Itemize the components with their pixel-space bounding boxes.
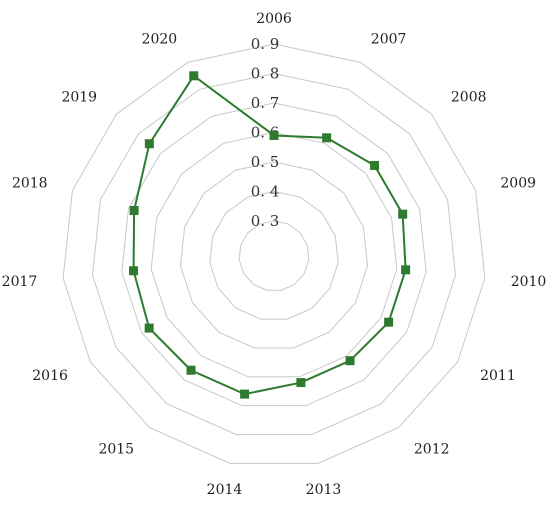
category-label: 2007 — [371, 32, 407, 48]
data-point — [240, 389, 250, 399]
category-label: 2014 — [207, 482, 243, 498]
data-point — [144, 139, 154, 149]
grid-ring-6 — [62, 43, 486, 464]
category-label: 2008 — [451, 90, 487, 106]
category-label: 2017 — [2, 274, 38, 290]
series-layer — [129, 71, 411, 399]
category-label: 2012 — [414, 442, 450, 458]
category-label: 2013 — [306, 482, 342, 498]
category-label: 2009 — [500, 176, 536, 192]
category-label: 2020 — [142, 32, 178, 48]
category-label: 2015 — [98, 442, 134, 458]
data-point — [189, 71, 199, 81]
data-point — [398, 209, 408, 219]
grid-ring-1 — [209, 190, 339, 320]
grid-ring-4 — [121, 102, 427, 407]
category-label: 2006 — [256, 11, 292, 27]
data-point — [144, 323, 154, 333]
category-labels: 2006 2007 2008 2009 2010 2011 2012 2013 2014 2015… — [2, 11, 547, 498]
radar-grid — [62, 43, 486, 464]
category-label: 2010 — [511, 274, 547, 290]
grid-ring-0 — [238, 220, 310, 291]
category-label: 2019 — [61, 90, 97, 106]
category-label: 2016 — [32, 368, 68, 384]
category-label: 2018 — [12, 176, 48, 192]
data-point — [186, 365, 196, 375]
data-point — [345, 356, 355, 366]
grid-ring-2 — [180, 161, 368, 349]
data-point — [322, 133, 332, 143]
series-line — [132, 74, 407, 396]
category-label: 2011 — [480, 368, 516, 384]
grid-ring-5 — [91, 72, 457, 436]
data-point — [129, 206, 139, 216]
data-point — [296, 378, 306, 388]
tick-label: 0. 4 — [251, 183, 280, 201]
data-point — [129, 266, 139, 276]
grid-ring-3 — [150, 131, 398, 378]
tick-label: 0. 3 — [251, 212, 280, 230]
tick-label: 0. 9 — [251, 35, 280, 53]
tick-label: 0. 7 — [251, 94, 280, 112]
tick-label: 0. 5 — [251, 153, 280, 171]
data-point — [401, 265, 411, 275]
data-point — [370, 160, 380, 170]
tick-label: 0. 8 — [251, 65, 280, 83]
data-point — [269, 130, 279, 140]
data-point — [384, 317, 394, 327]
